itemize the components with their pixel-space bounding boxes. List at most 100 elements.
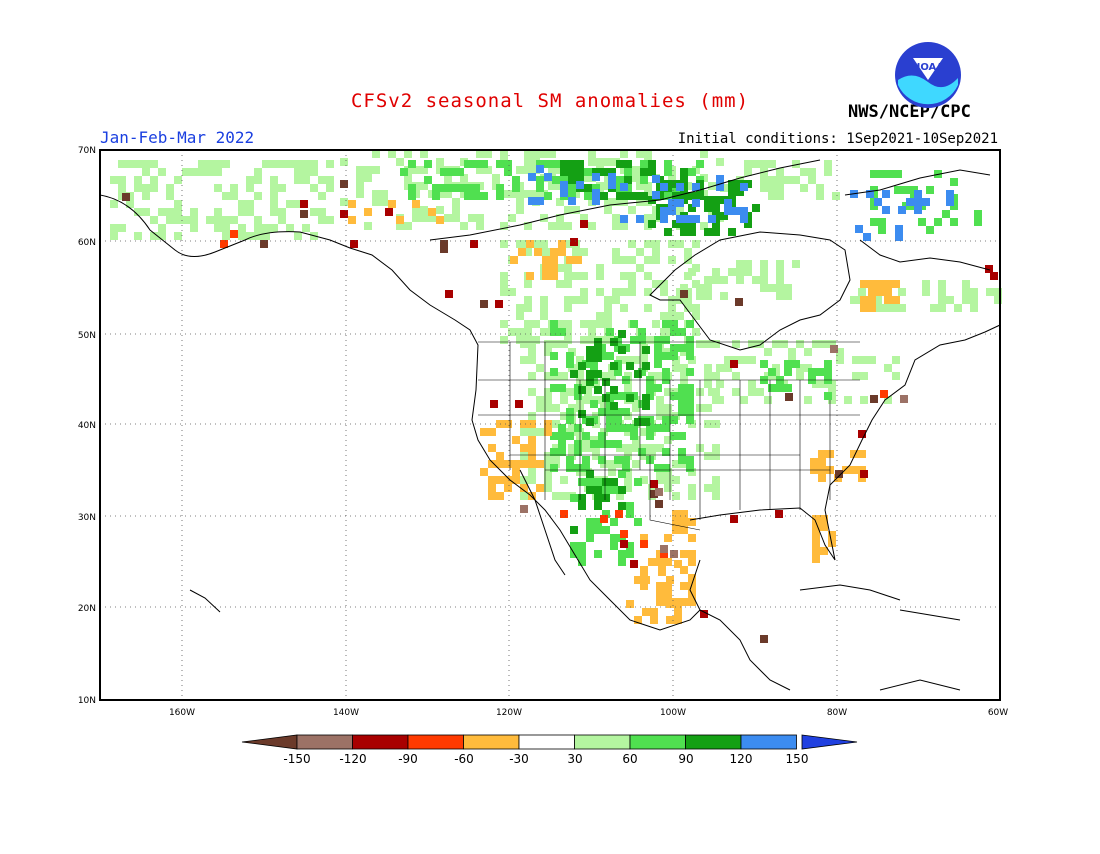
anomaly-cell <box>692 183 700 191</box>
anomaly-cell <box>658 568 666 576</box>
noaa-logo: NOAA <box>893 40 963 110</box>
anomaly-cell <box>568 192 576 200</box>
anomaly-cell <box>985 265 993 273</box>
lat-label: 60N <box>78 238 96 248</box>
anomaly-cell <box>142 168 150 176</box>
anomaly-cell <box>638 328 646 336</box>
anomaly-cell <box>652 175 660 183</box>
anomaly-cell <box>642 362 650 370</box>
anomaly-cell <box>632 404 640 412</box>
anomaly-cell <box>540 304 548 312</box>
anomaly-cell <box>150 160 158 168</box>
anomaly-cell <box>756 388 764 396</box>
anomaly-cell <box>528 372 536 380</box>
anomaly-cell <box>134 232 142 240</box>
anomaly-cell <box>634 576 642 584</box>
anomaly-cell <box>550 256 558 264</box>
anomaly-cell <box>670 416 678 424</box>
anomaly-cell <box>512 476 520 484</box>
anomaly-cell <box>528 460 536 468</box>
anomaly-cell <box>744 260 752 268</box>
anomaly-cell <box>686 400 694 408</box>
anomaly-cell <box>578 502 586 510</box>
anomaly-cell <box>668 240 676 248</box>
anomaly-cell <box>540 328 548 336</box>
anomaly-cell <box>914 190 922 198</box>
anomaly-cell <box>816 184 824 192</box>
anomaly-cell <box>528 492 536 500</box>
anomaly-cell <box>528 197 536 205</box>
anomaly-cell <box>182 168 190 176</box>
anomaly-cell <box>588 222 596 230</box>
anomaly-cell <box>528 420 536 428</box>
color-legend: -150 -120 -90 -60 -30 30 60 90 120 150 <box>241 734 858 766</box>
anomaly-cell <box>704 380 712 388</box>
anomaly-cell <box>568 444 576 452</box>
anomaly-cell <box>412 214 420 222</box>
anomaly-cell <box>302 176 310 184</box>
anomaly-cell <box>548 222 556 230</box>
anomaly-cell <box>544 404 552 412</box>
anomaly-cell <box>878 170 886 178</box>
anomaly-cell <box>578 494 586 502</box>
anomaly-cell <box>664 160 672 168</box>
anomaly-cell <box>364 222 372 230</box>
anomaly-cell <box>560 160 568 168</box>
anomaly-cell <box>688 204 696 212</box>
anomaly-cell <box>640 476 648 484</box>
anomaly-cell <box>606 416 614 424</box>
anomaly-cell <box>550 352 558 360</box>
anomaly-cell <box>528 412 536 420</box>
anomaly-cell <box>708 215 716 223</box>
legend-color-box <box>740 734 797 750</box>
anomaly-cell <box>680 220 688 228</box>
anomaly-cell <box>612 248 620 256</box>
anomaly-cell <box>550 320 558 328</box>
anomaly-cell <box>624 356 632 364</box>
anomaly-cell <box>748 356 756 364</box>
anomaly-cell <box>744 168 752 176</box>
anomaly-cell <box>626 394 634 402</box>
anomaly-cell <box>536 460 544 468</box>
anomaly-cell <box>650 616 658 624</box>
legend-color-box <box>296 734 353 750</box>
anomaly-cell <box>356 190 364 198</box>
anomaly-cell <box>686 352 694 360</box>
anomaly-cell <box>830 345 838 353</box>
anomaly-cell <box>576 372 584 380</box>
anomaly-cell <box>644 150 652 158</box>
anomaly-cell <box>644 240 652 248</box>
anomaly-cell <box>612 214 620 222</box>
anomaly-cell <box>678 328 686 336</box>
anomaly-cell <box>835 470 843 478</box>
anomaly-cell <box>578 558 586 566</box>
anomaly-cell <box>686 416 694 424</box>
initial-conditions: Initial conditions: 1Sep2021-10Sep2021 <box>677 131 998 147</box>
anomaly-cell <box>950 178 958 186</box>
anomaly-cell <box>214 208 222 216</box>
anomaly-cell <box>614 392 622 400</box>
anomaly-cell <box>655 500 663 508</box>
anomaly-cell <box>576 181 584 189</box>
anomaly-cell <box>452 206 460 214</box>
anomaly-cell <box>500 288 508 296</box>
anomaly-cell <box>432 184 440 192</box>
anomaly-cell <box>340 198 348 206</box>
anomaly-cell <box>516 312 524 320</box>
anomaly-cell <box>732 372 740 380</box>
anomaly-cell <box>640 566 648 574</box>
anomaly-cell <box>626 542 634 550</box>
anomaly-cell <box>818 474 826 482</box>
anomaly-cell <box>480 160 488 168</box>
anomaly-cell <box>652 248 660 256</box>
anomaly-cell <box>636 215 644 223</box>
anomaly-cell <box>666 600 674 608</box>
anomaly-cell <box>654 344 662 352</box>
anomaly-cell <box>520 460 528 468</box>
anomaly-cell <box>566 256 574 264</box>
anomaly-cell <box>166 184 174 192</box>
anomaly-cell <box>620 530 628 538</box>
anomaly-cell <box>634 478 642 486</box>
anomaly-cell <box>688 550 696 558</box>
lon-label: 80W <box>827 708 847 718</box>
